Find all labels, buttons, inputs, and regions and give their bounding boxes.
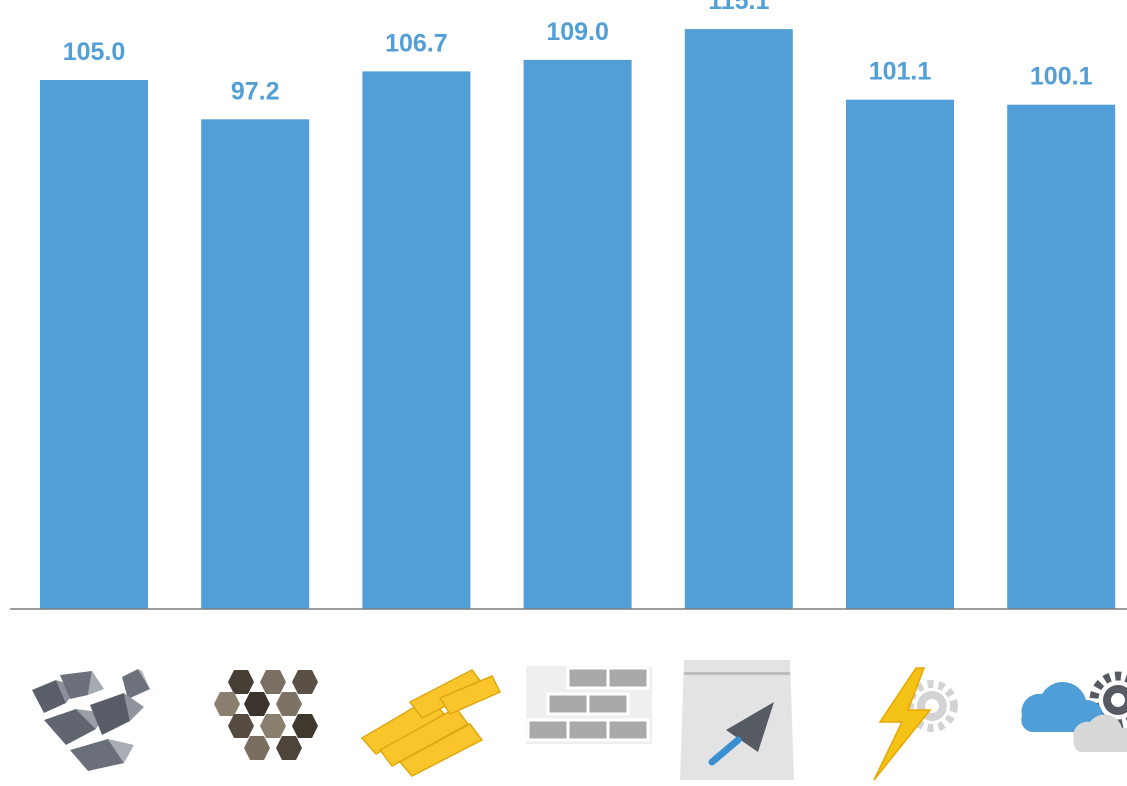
timber-planks-icon (360, 669, 502, 777)
bar-electricity (846, 99, 954, 609)
value-label-coal: 97.2 (231, 77, 280, 105)
bar-cement (684, 29, 793, 610)
brick-wall-icon (526, 666, 652, 744)
ore-rocks-icon (32, 669, 150, 771)
bar-bricks (523, 59, 632, 609)
bar-ore (40, 80, 148, 609)
bar-industrial-gas (1007, 104, 1116, 609)
value-label-bricks: 109.0 (546, 18, 609, 46)
cloud-gear-icon (1021, 671, 1127, 752)
bars-group (40, 29, 1116, 610)
value-label-cement: 115.1 (708, 0, 769, 15)
value-label-industrial-gas: 100.1 (1030, 63, 1093, 91)
category-icons (32, 660, 1127, 781)
cement-bag-trowel-icon (680, 660, 794, 780)
coal-hexagons-icon (214, 670, 318, 760)
lightning-gear-icon (873, 667, 958, 781)
bar-timber (362, 71, 471, 609)
value-labels-group: 105.0 97.2 106.7 109.0 115.1 101.1 100.1 (63, 0, 1093, 105)
value-label-ore: 105.0 (63, 38, 126, 66)
bar-coal (201, 119, 310, 610)
value-label-electricity: 101.1 (869, 58, 932, 86)
value-label-timber: 106.7 (385, 29, 448, 57)
